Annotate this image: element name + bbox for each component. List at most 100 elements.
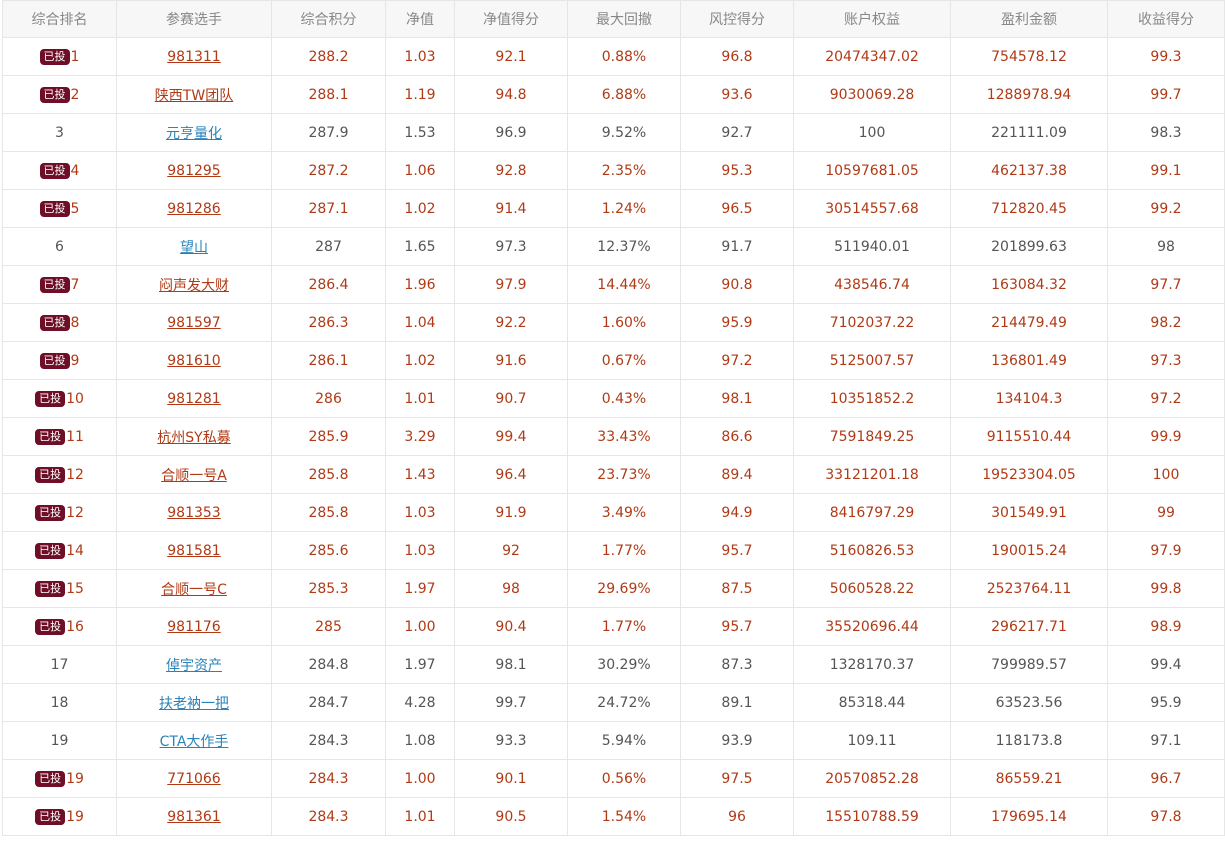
rank-value: 14 xyxy=(66,542,84,559)
header-return-score[interactable]: 收益得分 xyxy=(1107,0,1225,38)
return-score-cell: 97.9 xyxy=(1107,531,1225,570)
table-row: 已投 10 981281 286 1.01 90.7 0.43% 98.1 10351852.2… xyxy=(2,379,1225,418)
rank-value: 8 xyxy=(70,314,80,331)
header-max-drawdown[interactable]: 最大回撤 xyxy=(567,0,681,38)
return-score-cell: 99.7 xyxy=(1107,75,1225,114)
player-link[interactable]: 闷声发大财 xyxy=(159,277,229,294)
return-score-cell: 99.4 xyxy=(1107,645,1225,684)
rank-value: 10 xyxy=(66,390,84,407)
player-link[interactable]: 981295 xyxy=(167,162,221,179)
invested-badge: 已投 xyxy=(39,86,70,103)
player-cell: 合顺一号A xyxy=(116,455,272,494)
max-drawdown-cell: 14.44% xyxy=(567,265,681,304)
max-drawdown-cell: 2.35% xyxy=(567,151,681,190)
header-profit[interactable]: 盈利金额 xyxy=(950,0,1108,38)
rank-cell: 已投 7 xyxy=(2,265,117,304)
total-score-cell: 288.2 xyxy=(271,37,386,76)
player-link[interactable]: 981581 xyxy=(167,542,221,559)
profit-cell: 179695.14 xyxy=(950,797,1108,836)
rank-value: 9 xyxy=(70,352,80,369)
rank-value: 2 xyxy=(70,86,80,103)
max-drawdown-cell: 1.60% xyxy=(567,303,681,342)
invested-badge: 已投 xyxy=(39,200,70,217)
max-drawdown-cell: 0.56% xyxy=(567,759,681,798)
player-link[interactable]: 981176 xyxy=(167,618,221,635)
player-link[interactable]: 望山 xyxy=(180,239,208,256)
profit-cell: 301549.91 xyxy=(950,493,1108,532)
rank-value: 7 xyxy=(70,276,80,293)
rank-cell: 已投 14 xyxy=(2,531,117,570)
risk-score-cell: 96.8 xyxy=(680,37,794,76)
player-link[interactable]: 981311 xyxy=(167,48,221,65)
return-score-cell: 99.3 xyxy=(1107,37,1225,76)
rank-value: 18 xyxy=(50,694,69,711)
rank-value: 11 xyxy=(66,428,84,445)
player-link[interactable]: 981281 xyxy=(167,390,221,407)
header-nav-score[interactable]: 净值得分 xyxy=(454,0,568,38)
table-row: 6 望山 287 1.65 97.3 12.37% 91.7 511940.01 201899.… xyxy=(2,227,1225,266)
return-score-cell: 99.1 xyxy=(1107,151,1225,190)
player-link[interactable]: 合顺一号A xyxy=(161,467,227,484)
nav-cell: 1.65 xyxy=(385,227,455,266)
player-link[interactable]: 扶老衲一把 xyxy=(159,695,229,712)
account-equity-cell: 20474347.02 xyxy=(793,37,951,76)
return-score-cell: 96.7 xyxy=(1107,759,1225,798)
invested-badge: 已投 xyxy=(35,580,66,597)
player-link[interactable]: 元亨量化 xyxy=(166,125,222,142)
header-account-equity[interactable]: 账户权益 xyxy=(793,0,951,38)
player-cell: 981610 xyxy=(116,341,272,380)
rank-cell: 已投 4 xyxy=(2,151,117,190)
table-row: 已投 19 771066 284.3 1.00 90.1 0.56% 97.5 20570852… xyxy=(2,759,1225,798)
rank-value: 6 xyxy=(55,238,64,255)
nav-cell: 1.01 xyxy=(385,379,455,418)
invested-badge: 已投 xyxy=(35,618,66,635)
player-link[interactable]: 771066 xyxy=(167,770,221,787)
profit-cell: 2523764.11 xyxy=(950,569,1108,608)
account-equity-cell: 9030069.28 xyxy=(793,75,951,114)
total-score-cell: 284.3 xyxy=(271,759,386,798)
header-nav[interactable]: 净值 xyxy=(385,0,455,38)
header-risk-score[interactable]: 风控得分 xyxy=(680,0,794,38)
nav-score-cell: 92.1 xyxy=(454,37,568,76)
player-link[interactable]: 杭州SY私募 xyxy=(157,429,231,446)
profit-cell: 136801.49 xyxy=(950,341,1108,380)
account-equity-cell: 5125007.57 xyxy=(793,341,951,380)
player-link[interactable]: 981610 xyxy=(167,352,221,369)
account-equity-cell: 30514557.68 xyxy=(793,189,951,228)
player-link[interactable]: 981286 xyxy=(167,200,221,217)
invested-badge: 已投 xyxy=(35,428,66,445)
nav-cell: 1.96 xyxy=(385,265,455,304)
account-equity-cell: 8416797.29 xyxy=(793,493,951,532)
risk-score-cell: 89.4 xyxy=(680,455,794,494)
player-link[interactable]: 981353 xyxy=(167,504,221,521)
nav-cell: 1.01 xyxy=(385,797,455,836)
return-score-cell: 95.9 xyxy=(1107,683,1225,722)
return-score-cell: 97.8 xyxy=(1107,797,1225,836)
rank-value: 19 xyxy=(66,770,84,787)
return-score-cell: 99.9 xyxy=(1107,417,1225,456)
return-score-cell: 97.7 xyxy=(1107,265,1225,304)
nav-score-cell: 96.9 xyxy=(454,113,568,152)
player-cell: 倬宇资产 xyxy=(116,645,272,684)
return-score-cell: 98.3 xyxy=(1107,113,1225,152)
total-score-cell: 284.7 xyxy=(271,683,386,722)
player-link[interactable]: CTA大作手 xyxy=(159,733,229,750)
header-player[interactable]: 参赛选手 xyxy=(116,0,272,38)
player-link[interactable]: 陕西TW团队 xyxy=(154,87,234,104)
header-rank[interactable]: 综合排名 xyxy=(2,0,117,38)
nav-score-cell: 90.7 xyxy=(454,379,568,418)
player-link[interactable]: 981597 xyxy=(167,314,221,331)
profit-cell: 86559.21 xyxy=(950,759,1108,798)
player-link[interactable]: 981361 xyxy=(167,808,221,825)
nav-cell: 1.19 xyxy=(385,75,455,114)
rank-value: 19 xyxy=(50,732,69,749)
header-total-score[interactable]: 综合积分 xyxy=(271,0,386,38)
total-score-cell: 287 xyxy=(271,227,386,266)
nav-cell: 1.53 xyxy=(385,113,455,152)
player-link[interactable]: 合顺一号C xyxy=(161,581,227,598)
nav-cell: 1.02 xyxy=(385,341,455,380)
player-link[interactable]: 倬宇资产 xyxy=(166,657,222,674)
invested-badge: 已投 xyxy=(35,466,66,483)
